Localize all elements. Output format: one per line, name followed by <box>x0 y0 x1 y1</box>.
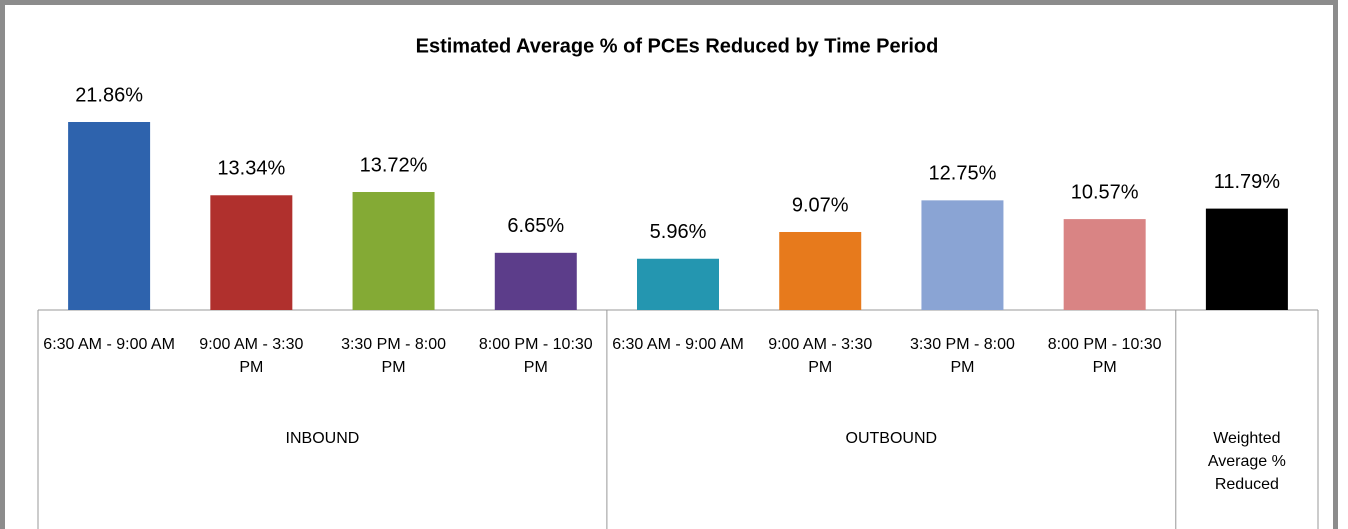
group-label: INBOUND <box>285 430 360 447</box>
bar <box>1063 219 1146 310</box>
data-label: 6.65% <box>507 215 564 237</box>
x-tick-label: 8:00 PM - 10:30 PM <box>1047 336 1162 376</box>
data-label: 5.96% <box>650 221 707 243</box>
bar <box>921 200 1004 310</box>
data-label: 21.86% <box>75 84 143 106</box>
data-label: 13.72% <box>360 154 428 176</box>
x-tick-label: 9:00 AM - 3:30 PM <box>199 336 304 376</box>
x-tick-label: 9:00 AM - 3:30 PM <box>768 336 873 376</box>
data-label: 10.57% <box>1071 181 1139 203</box>
x-tick-label: 6:30 AM - 9:00 AM <box>612 336 744 353</box>
group-label: Weighted Average % Reduced <box>1207 430 1286 493</box>
chart-title: Estimated Average % of PCEs Reduced by T… <box>416 35 939 57</box>
group-label: OUTBOUND <box>845 430 938 447</box>
bar <box>352 192 435 310</box>
bar <box>210 195 293 310</box>
x-tick-label: 3:30 PM - 8:00 PM <box>341 336 447 376</box>
x-tick-label: 6:30 AM - 9:00 AM <box>43 336 175 353</box>
bar <box>68 122 151 310</box>
bar <box>637 258 719 310</box>
data-label: 9.07% <box>792 194 849 216</box>
x-tick-label: 8:00 PM - 10:30 PM <box>478 336 593 376</box>
x-tick-label: 3:30 PM - 8:00 PM <box>909 336 1015 376</box>
bar <box>494 252 577 310</box>
bar <box>779 231 862 310</box>
data-label: 13.34% <box>217 158 285 180</box>
data-label: 11.79% <box>1214 171 1281 193</box>
data-label: 12.75% <box>929 163 997 185</box>
bar <box>1205 208 1288 310</box>
